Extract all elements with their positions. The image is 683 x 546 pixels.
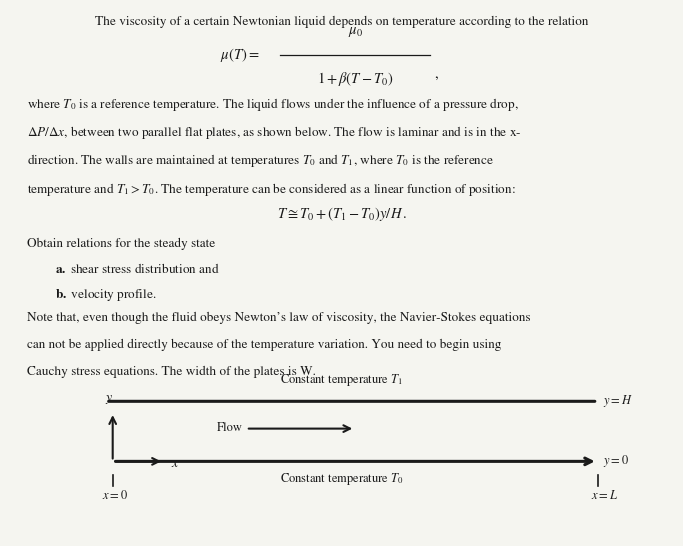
Text: $\mu_0$: $\mu_0$ bbox=[348, 25, 363, 39]
Text: $x = L$: $x = L$ bbox=[591, 489, 618, 502]
Text: $x$: $x$ bbox=[171, 457, 180, 470]
Text: $\mu(T) =$: $\mu(T) =$ bbox=[220, 46, 260, 63]
Text: Constant temperature $T_0$: Constant temperature $T_0$ bbox=[280, 471, 403, 487]
Text: $x = 0$: $x = 0$ bbox=[102, 489, 128, 502]
Text: temperature and $T_1$$>$$T_0$. The temperature can be considered as a linear fun: temperature and $T_1$$>$$T_0$. The tempe… bbox=[27, 181, 516, 198]
Text: The viscosity of a certain Newtonian liquid depends on temperature according to : The viscosity of a certain Newtonian liq… bbox=[95, 15, 588, 27]
Text: Flow: Flow bbox=[217, 423, 242, 435]
Text: $1+\beta(T-T_0)$: $1+\beta(T-T_0)$ bbox=[317, 70, 393, 88]
Text: $y = H$: $y = H$ bbox=[603, 393, 632, 410]
Text: $\mathbf{a.}$ shear stress distribution and: $\mathbf{a.}$ shear stress distribution … bbox=[55, 263, 219, 276]
Text: Cauchy stress equations. The width of the plates is W.: Cauchy stress equations. The width of th… bbox=[27, 366, 316, 378]
Text: can not be applied directly because of the temperature variation. You need to be: can not be applied directly because of t… bbox=[27, 339, 502, 352]
Text: $\mathbf{b.}$ velocity profile.: $\mathbf{b.}$ velocity profile. bbox=[55, 287, 156, 302]
Text: Note that, even though the fluid obeys Newton’s law of viscosity, the Navier-Sto: Note that, even though the fluid obeys N… bbox=[27, 312, 531, 324]
Text: $y$: $y$ bbox=[105, 393, 113, 406]
Text: $T \cong T_0 + (T_1 - T_0)y/H\,.$: $T \cong T_0 + (T_1 - T_0)y/H\,.$ bbox=[277, 205, 406, 223]
Text: direction. The walls are maintained at temperatures $T_0$ and $T_1$, where $T_0$: direction. The walls are maintained at t… bbox=[27, 152, 494, 169]
Text: $\Delta P/\Delta x$, between two parallel flat plates, as shown below. The flow : $\Delta P/\Delta x$, between two paralle… bbox=[27, 124, 522, 141]
Text: $,$: $,$ bbox=[434, 68, 438, 82]
Text: $y = 0$: $y = 0$ bbox=[603, 453, 629, 470]
Text: Obtain relations for the steady state: Obtain relations for the steady state bbox=[27, 238, 216, 250]
Text: where $T_0$ is a reference temperature. The liquid flows under the influence of : where $T_0$ is a reference temperature. … bbox=[27, 96, 519, 112]
Text: Constant temperature $T_1$: Constant temperature $T_1$ bbox=[280, 372, 403, 388]
